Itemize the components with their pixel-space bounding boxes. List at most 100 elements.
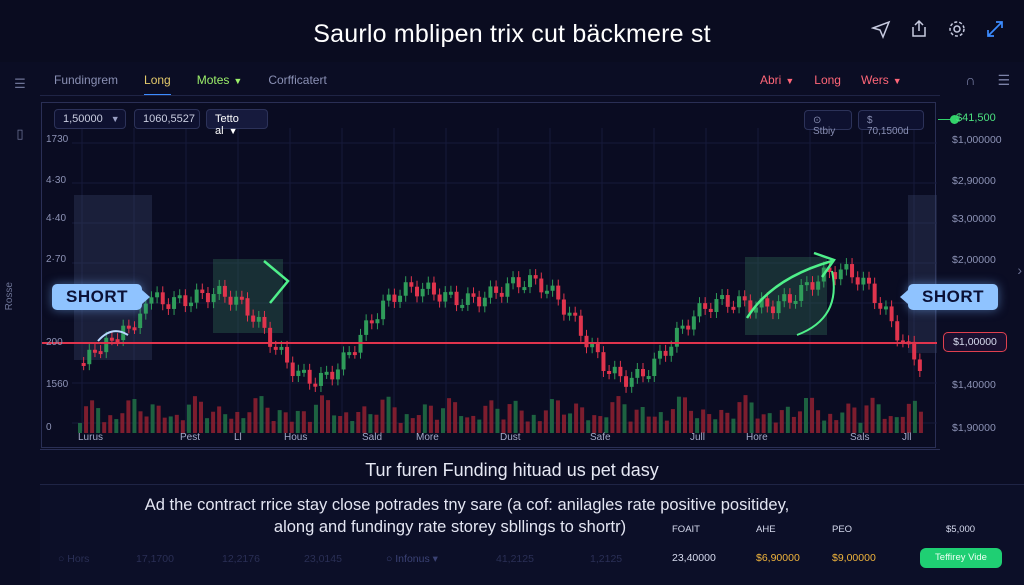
candle-body	[770, 306, 775, 314]
send-icon[interactable]	[870, 18, 892, 40]
action-button[interactable]: Teffirey Vide	[920, 548, 1002, 568]
volume-bar	[912, 400, 917, 433]
volume-bar	[689, 410, 694, 433]
volume-bar	[301, 411, 306, 433]
candle-body	[454, 291, 459, 306]
volume-bar	[592, 415, 597, 433]
candle-body	[364, 320, 369, 335]
volume-bar	[773, 422, 778, 433]
candle-body	[273, 346, 278, 350]
candle-body	[686, 325, 691, 330]
candle-body	[228, 296, 233, 305]
candle-body	[285, 346, 290, 363]
volume-bar	[767, 413, 772, 433]
chevron-down-icon: ▼	[892, 76, 902, 86]
candle-body	[697, 303, 702, 317]
x-axis-label: Hous	[284, 432, 308, 443]
y-axis-left-label: 2·70	[46, 254, 67, 265]
candle-body	[748, 300, 753, 313]
faded-cell: ○ Hors	[58, 553, 90, 565]
candle-body	[804, 282, 809, 286]
tab-long[interactable]: Long	[144, 73, 171, 96]
volume-bar	[670, 409, 675, 433]
volume-bar	[465, 417, 470, 433]
volume-bar	[707, 414, 712, 433]
volume-bar	[725, 412, 730, 433]
candle-body	[279, 346, 284, 350]
current-price-line	[938, 119, 952, 120]
candle-body	[787, 294, 792, 303]
volume-bar	[610, 402, 615, 433]
amount-input[interactable]: 1,50000 ▼	[54, 109, 126, 129]
filter-wers[interactable]: Wers ▼	[861, 73, 902, 87]
short-marker-left[interactable]: SHORT	[52, 284, 150, 310]
candle-body	[867, 277, 871, 284]
filter-long[interactable]: Long	[814, 73, 841, 87]
arrow-annotation	[745, 251, 836, 319]
share-icon[interactable]	[908, 18, 930, 40]
expand-icon[interactable]	[984, 18, 1006, 40]
candle-body	[81, 363, 86, 366]
volume-bar	[628, 421, 633, 433]
candle-body	[646, 376, 651, 380]
faded-cell: 12,2176	[222, 553, 260, 565]
volume-bar	[247, 412, 252, 433]
filter-abri[interactable]: Abri ▼	[760, 73, 794, 87]
tab-corfficatert[interactable]: Corfficatert	[268, 73, 327, 87]
document-icon[interactable]: ▯	[16, 126, 24, 141]
candle-body	[663, 350, 668, 356]
candle-body	[816, 281, 821, 290]
chart-panel[interactable]	[41, 102, 937, 449]
volume-bar	[755, 418, 760, 433]
top-toolbar	[870, 18, 1006, 40]
settings-icon[interactable]	[946, 18, 968, 40]
chevron-down-icon: ▼	[228, 126, 238, 136]
stbiy-button[interactable]: ⊙ Stbiy	[804, 110, 852, 137]
candle-body	[460, 304, 465, 308]
candle-body	[183, 295, 188, 307]
menu-icon[interactable]: ☰	[14, 76, 26, 91]
volume-bar	[192, 396, 197, 433]
chevron-right-icon[interactable]: ›	[1017, 262, 1022, 278]
candle-body	[251, 315, 256, 322]
faded-select[interactable]: ○ Infonus ▾	[386, 553, 438, 565]
price-input[interactable]: 1060,5527	[134, 109, 200, 129]
candle-body	[392, 294, 397, 302]
volume-bar	[368, 414, 373, 433]
period-select[interactable]: Tetto al ▼	[206, 109, 268, 137]
candle-body	[149, 297, 154, 304]
candle-body	[307, 369, 312, 384]
description-line-1: Ad the contract rrice stay close potrade…	[144, 496, 790, 514]
volume-bar	[616, 396, 621, 433]
amount-value: 1,50000	[63, 113, 103, 125]
volume-bar	[489, 400, 494, 433]
arrow-annotation	[97, 330, 129, 342]
volume-bar	[392, 407, 397, 433]
tab-fundingrem[interactable]: Fundingrem	[54, 73, 119, 87]
candle-body	[895, 321, 900, 341]
candle-body	[488, 286, 493, 298]
candle-body	[618, 366, 623, 377]
volume-bar	[253, 398, 258, 433]
volume-bar	[205, 418, 210, 433]
candle-body	[109, 337, 114, 341]
bookmark-icon[interactable]: ∩	[965, 72, 976, 88]
volume-bar	[265, 407, 270, 433]
candle-body	[652, 358, 657, 377]
candle-body	[782, 294, 787, 302]
volume-bar	[525, 421, 530, 433]
tab-motes[interactable]: Motes ▼	[197, 73, 243, 96]
y-axis-left-label: 4·30	[46, 175, 67, 186]
candle-body	[900, 340, 905, 344]
short-marker-right[interactable]: SHORT	[900, 284, 998, 310]
volume-bar	[434, 419, 439, 433]
candlestick-chart[interactable]	[42, 103, 937, 449]
candle-body	[409, 282, 414, 287]
menu-icon[interactable]: ☰	[997, 72, 1010, 88]
target-price-button[interactable]: $ 70,1500d	[858, 110, 924, 137]
level-price-box[interactable]: $1,00000	[943, 332, 1007, 352]
title-bar: Saurlo mblipen trix cut bäckmere st	[0, 0, 1024, 62]
candle-body	[573, 312, 578, 316]
candle-body	[347, 352, 352, 356]
volume-bar	[168, 416, 173, 433]
